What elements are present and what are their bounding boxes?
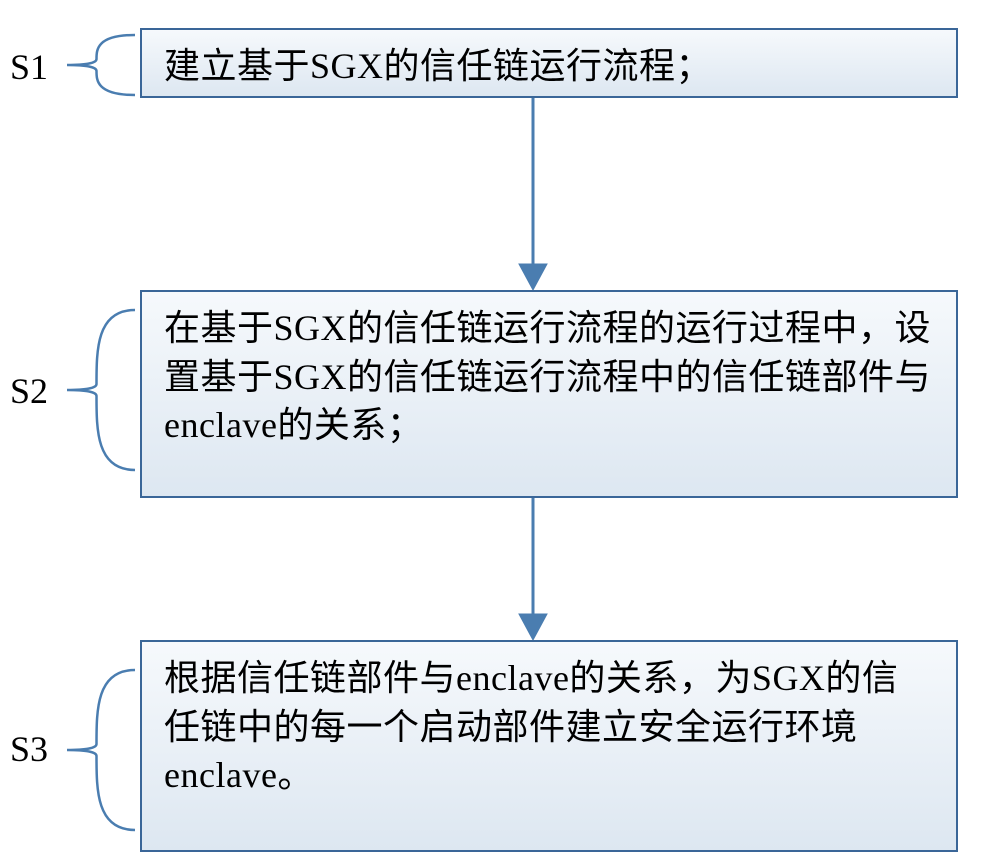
box-s2: 在基于SGX的信任链运行流程的运行过程中，设置基于SGX的信任链运行流程中的信任… [140, 290, 958, 498]
box-text-s2: 在基于SGX的信任链运行流程的运行过程中，设置基于SGX的信任链运行流程中的信任… [164, 308, 931, 445]
brace-s3 [65, 670, 135, 830]
arrow-s2-s3 [515, 498, 551, 640]
brace-s1 [65, 35, 135, 95]
box-s3: 根据信任链部件与enclave的关系，为SGX的信任链中的每一个启动部件建立安全… [140, 640, 958, 852]
step-label-s1: S1 [10, 46, 48, 88]
box-text-s3: 根据信任链部件与enclave的关系，为SGX的信任链中的每一个启动部件建立安全… [164, 658, 898, 795]
step-label-s2: S2 [10, 370, 48, 412]
step-label-s3: S3 [10, 728, 48, 770]
brace-s2 [65, 310, 135, 470]
arrow-s1-s2 [515, 98, 551, 290]
box-text-s1: 建立基于SGX的信任链运行流程； [164, 46, 712, 86]
box-s1: 建立基于SGX的信任链运行流程； [140, 28, 958, 98]
